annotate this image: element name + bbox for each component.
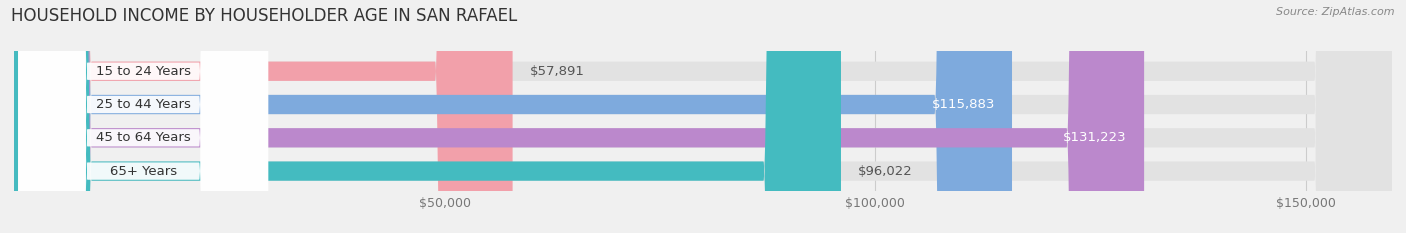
Text: $96,022: $96,022 bbox=[858, 164, 912, 178]
FancyBboxPatch shape bbox=[14, 0, 1392, 233]
FancyBboxPatch shape bbox=[18, 0, 269, 233]
FancyBboxPatch shape bbox=[18, 0, 269, 233]
FancyBboxPatch shape bbox=[14, 0, 513, 233]
Text: $131,223: $131,223 bbox=[1063, 131, 1126, 144]
Text: 65+ Years: 65+ Years bbox=[110, 164, 177, 178]
Text: $57,891: $57,891 bbox=[530, 65, 585, 78]
Text: 45 to 64 Years: 45 to 64 Years bbox=[96, 131, 191, 144]
Text: 15 to 24 Years: 15 to 24 Years bbox=[96, 65, 191, 78]
Text: HOUSEHOLD INCOME BY HOUSEHOLDER AGE IN SAN RAFAEL: HOUSEHOLD INCOME BY HOUSEHOLDER AGE IN S… bbox=[11, 7, 517, 25]
Text: Source: ZipAtlas.com: Source: ZipAtlas.com bbox=[1277, 7, 1395, 17]
FancyBboxPatch shape bbox=[18, 0, 269, 233]
FancyBboxPatch shape bbox=[18, 0, 269, 233]
Text: $115,883: $115,883 bbox=[931, 98, 995, 111]
FancyBboxPatch shape bbox=[14, 0, 1392, 233]
FancyBboxPatch shape bbox=[14, 0, 1012, 233]
FancyBboxPatch shape bbox=[14, 0, 1392, 233]
FancyBboxPatch shape bbox=[14, 0, 1144, 233]
FancyBboxPatch shape bbox=[14, 0, 841, 233]
Text: 25 to 44 Years: 25 to 44 Years bbox=[96, 98, 191, 111]
FancyBboxPatch shape bbox=[14, 0, 1392, 233]
